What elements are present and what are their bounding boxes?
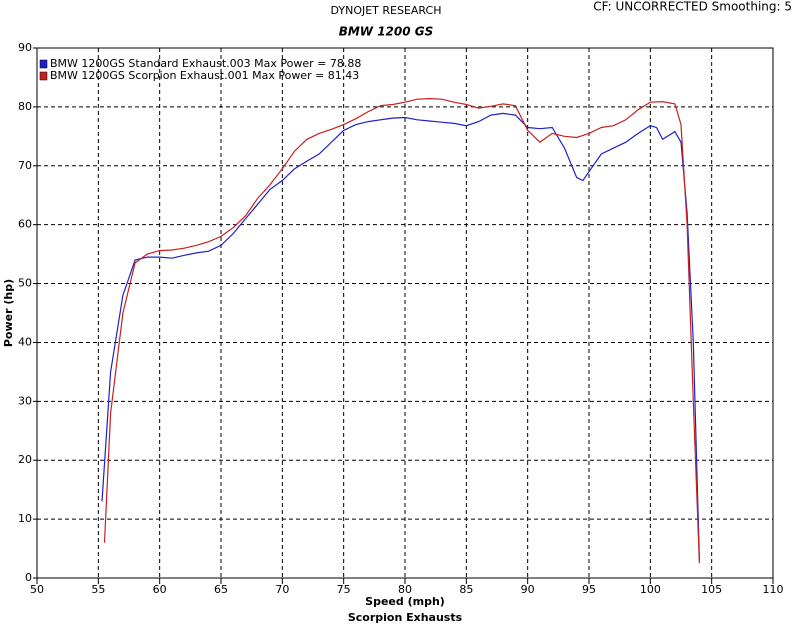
x-tick-label: 95 <box>582 583 596 596</box>
y-tick-label: 10 <box>18 512 32 525</box>
series-line <box>101 112 700 561</box>
x-tick-label: 55 <box>91 583 105 596</box>
footer: Scorpion Exhausts <box>348 611 463 624</box>
x-tick-label: 60 <box>153 583 167 596</box>
legend-swatch <box>39 59 48 69</box>
y-tick-label: 30 <box>18 394 32 407</box>
x-tick-label: 50 <box>30 583 44 596</box>
x-tick-label: 110 <box>763 583 784 596</box>
x-tick-label: 90 <box>521 583 535 596</box>
x-tick-label: 100 <box>640 583 661 596</box>
x-axis-label: Speed (mph) <box>365 595 445 608</box>
x-tick-label: 70 <box>275 583 289 596</box>
x-tick-label: 75 <box>337 583 351 596</box>
chart-subtitle: BMW 1200 GS <box>339 25 434 39</box>
y-tick-label: 20 <box>18 453 32 466</box>
chart-title: DYNOJET RESEARCH <box>331 4 442 17</box>
y-tick-label: 60 <box>18 218 32 231</box>
x-tick-label: 80 <box>398 583 412 596</box>
y-tick-label: 0 <box>25 571 32 584</box>
series-line <box>103 97 700 564</box>
y-tick-label: 70 <box>18 159 32 172</box>
y-axis-label: Power (hp) <box>2 279 15 347</box>
y-tick-label: 50 <box>18 277 32 290</box>
legend-label: BMW 1200GS Scorpion Exhaust.001 Max Powe… <box>50 69 359 82</box>
x-tick-label: 65 <box>214 583 228 596</box>
y-tick-label: 80 <box>18 100 32 113</box>
x-tick-label: 85 <box>459 583 473 596</box>
y-tick-label: 90 <box>18 41 32 54</box>
legend-label: BMW 1200GS Standard Exhaust.003 Max Powe… <box>50 57 361 70</box>
y-tick-label: 40 <box>18 335 32 348</box>
x-tick-label: 105 <box>701 583 722 596</box>
annotation: CF: UNCORRECTED Smoothing: 5 <box>593 0 792 14</box>
legend-swatch <box>39 71 48 81</box>
